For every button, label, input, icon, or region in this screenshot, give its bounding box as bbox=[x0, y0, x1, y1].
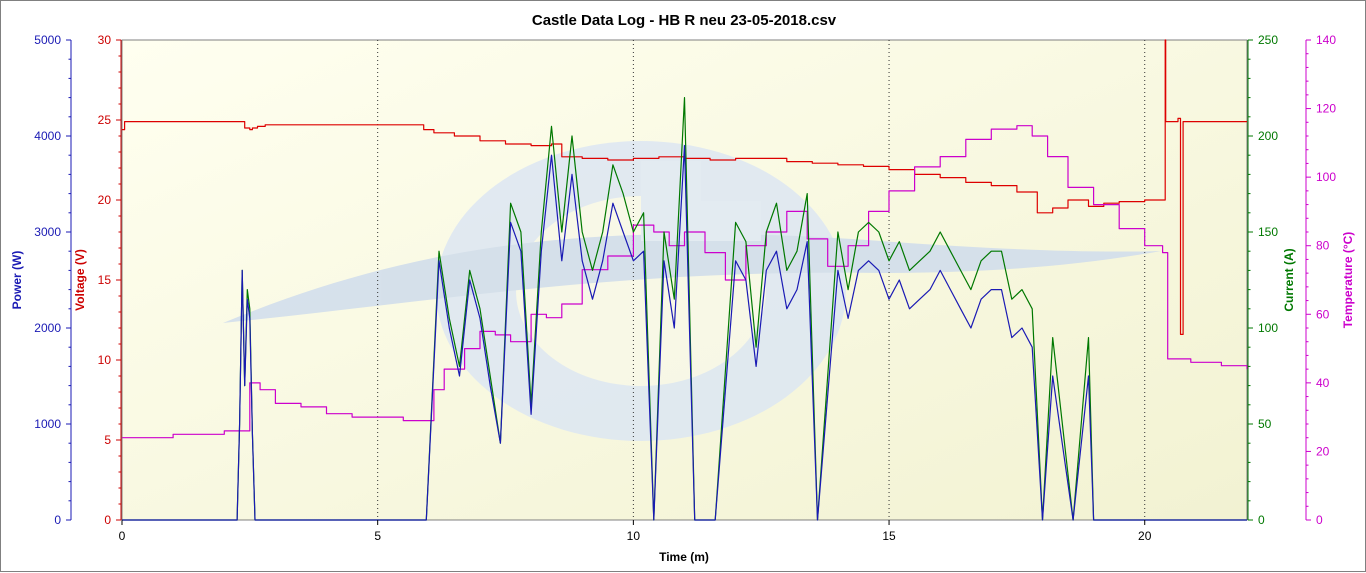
x-axis-title: Time (m) bbox=[659, 550, 709, 564]
voltage-axis-title: Voltage (V) bbox=[73, 249, 87, 311]
chart-title: Castle Data Log - HB R neu 23-05-2018.cs… bbox=[532, 12, 837, 29]
current-axis-title: Current (A) bbox=[1282, 248, 1296, 311]
temperature-tick-label: 80 bbox=[1316, 239, 1330, 253]
temperature-axis-title: Temperature (°C) bbox=[1341, 232, 1355, 329]
power-axis-title: Power (W) bbox=[10, 251, 24, 310]
current-tick-label: 250 bbox=[1258, 33, 1278, 47]
x-tick-label: 10 bbox=[627, 529, 641, 543]
current-tick-label: 150 bbox=[1258, 225, 1278, 239]
temperature-tick-label: 40 bbox=[1316, 376, 1330, 390]
current-tick-label: 100 bbox=[1258, 321, 1278, 335]
temperature-tick-label: 20 bbox=[1316, 444, 1330, 458]
series-layer bbox=[122, 39, 1248, 521]
current-tick-label: 50 bbox=[1258, 417, 1272, 431]
x-tick-label: 20 bbox=[1138, 529, 1152, 543]
current-tick-label: 200 bbox=[1258, 129, 1278, 143]
x-tick-label: 0 bbox=[119, 529, 126, 543]
voltage-tick-label: 0 bbox=[104, 513, 111, 527]
voltage-tick-label: 15 bbox=[98, 273, 112, 287]
power-tick-label: 3000 bbox=[34, 225, 61, 239]
power-tick-label: 0 bbox=[54, 513, 61, 527]
voltage-tick-label: 25 bbox=[98, 113, 112, 127]
voltage-tick-label: 10 bbox=[98, 353, 112, 367]
temperature-tick-label: 0 bbox=[1316, 513, 1323, 527]
x-tick-label: 15 bbox=[882, 529, 896, 543]
voltage-tick-label: 30 bbox=[98, 33, 112, 47]
power-tick-label: 4000 bbox=[34, 129, 61, 143]
power-tick-label: 2000 bbox=[34, 321, 61, 335]
temperature-tick-label: 100 bbox=[1316, 170, 1336, 184]
castle-watermark-logo bbox=[223, 141, 1161, 441]
x-tick-label: 5 bbox=[374, 529, 381, 543]
temperature-series-line bbox=[122, 125, 1248, 439]
current-tick-label: 0 bbox=[1258, 513, 1265, 527]
temperature-tick-label: 140 bbox=[1316, 33, 1336, 47]
voltage-tick-label: 20 bbox=[98, 193, 112, 207]
voltage-tick-label: 5 bbox=[104, 433, 111, 447]
power-series-line bbox=[122, 145, 1247, 521]
temperature-tick-label: 120 bbox=[1316, 102, 1336, 116]
temperature-tick-label: 60 bbox=[1316, 307, 1330, 321]
power-tick-label: 1000 bbox=[34, 417, 61, 431]
vertical-gridlines bbox=[377, 40, 1146, 520]
power-tick-label: 5000 bbox=[34, 33, 61, 47]
voltage-series-line bbox=[122, 39, 1247, 335]
